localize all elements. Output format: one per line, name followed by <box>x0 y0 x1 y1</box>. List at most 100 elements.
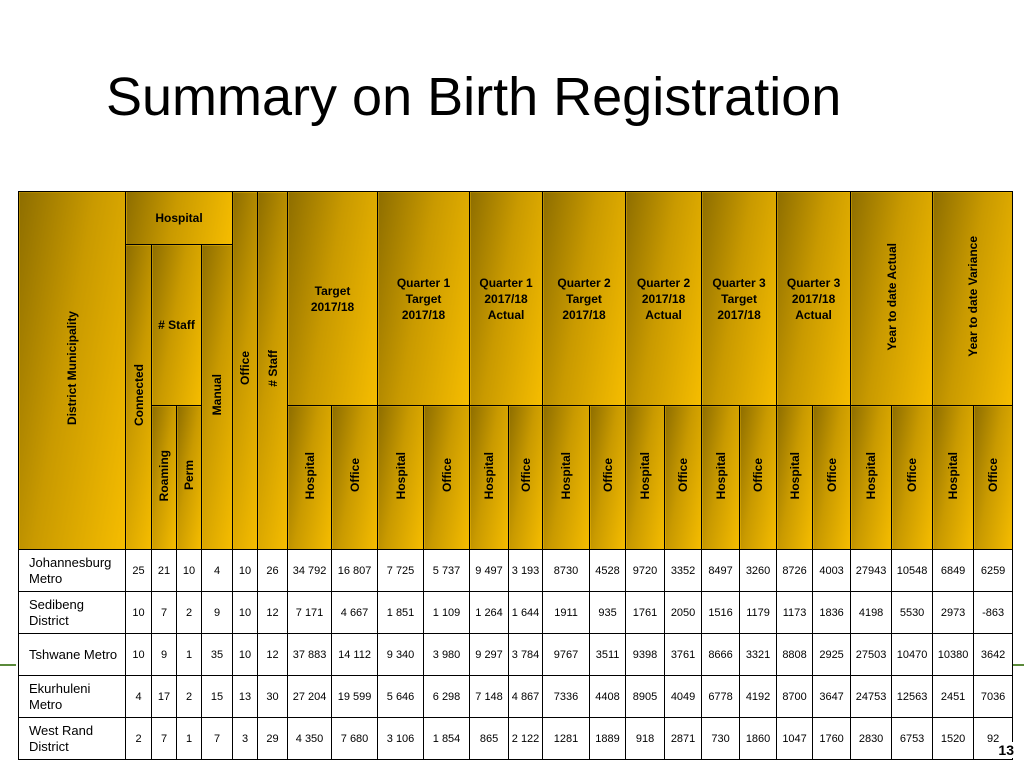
table-cell: 1179 <box>739 591 778 634</box>
table-cell: 7 148 <box>469 675 510 718</box>
header-cell: Hospital <box>776 405 814 550</box>
table-cell: 10470 <box>891 633 934 676</box>
table-cell: 2 <box>176 591 202 634</box>
header-cell: Quarter 2 2017/18 Actual <box>625 191 703 406</box>
table-cell: 9 297 <box>469 633 510 676</box>
table-cell: 9398 <box>625 633 666 676</box>
header-cell: Office <box>232 191 259 550</box>
header-cell: Office <box>973 405 1014 550</box>
table-cell: 9 497 <box>469 549 510 592</box>
table-cell: 5 646 <box>377 675 425 718</box>
table-cell: 34 792 <box>287 549 333 592</box>
table-cell: 3 980 <box>423 633 471 676</box>
header-cell: Hospital <box>377 405 425 550</box>
table-cell: 4 350 <box>287 717 333 760</box>
table-cell: 7 <box>151 717 177 760</box>
table-cell: 12 <box>257 633 289 676</box>
table-cell: 2830 <box>850 717 893 760</box>
table-cell: 8497 <box>701 549 741 592</box>
table-cell: 4 867 <box>508 675 544 718</box>
table-row: Sedibeng District 10 7 2 9 10 12 7 171 4 667 1 85… <box>18 591 1014 634</box>
header-cell: Office <box>331 405 379 550</box>
table-cell: 6753 <box>891 717 934 760</box>
table-cell: 3642 <box>973 633 1014 676</box>
header-cell: Office <box>508 405 544 550</box>
table-cell: 1761 <box>625 591 666 634</box>
table-cell: 4528 <box>589 549 627 592</box>
header-cell: Hospital <box>625 405 666 550</box>
table-cell: 1860 <box>739 717 778 760</box>
table-cell: 4 667 <box>331 591 379 634</box>
table-cell: 92 <box>973 717 1014 760</box>
header-cell: Year to date Actual <box>850 191 934 406</box>
table-cell: 7 680 <box>331 717 379 760</box>
table-cell: 1 264 <box>469 591 510 634</box>
table-cell: 6259 <box>973 549 1014 592</box>
table-cell: 3 784 <box>508 633 544 676</box>
header-text: Hospital <box>946 451 961 500</box>
table-cell: 1 851 <box>377 591 425 634</box>
table-cell: 4003 <box>812 549 852 592</box>
header-cell: District Municipality <box>18 191 126 550</box>
table-cell: 935 <box>589 591 627 634</box>
table-cell: 865 <box>469 717 510 760</box>
page-number: 13 <box>998 742 1014 758</box>
table-cell: 7336 <box>542 675 591 718</box>
table-cell: 4192 <box>739 675 778 718</box>
table-cell: 3 <box>232 717 259 760</box>
header-text: Hospital <box>713 451 728 500</box>
header-text: Office <box>824 458 839 493</box>
row-label: Tshwane Metro <box>18 633 126 676</box>
table-cell: 9 <box>151 633 177 676</box>
table-cell: 3 193 <box>508 549 544 592</box>
table-cell: 1047 <box>776 717 814 760</box>
table-cell: 1 109 <box>423 591 471 634</box>
header-cell: Hospital <box>124 191 234 245</box>
header-cell: Roaming <box>151 405 177 550</box>
table-cell: 15 <box>200 675 234 718</box>
header-cell: Target 2017/18 <box>287 191 379 406</box>
header-text: Office <box>238 351 253 386</box>
header-cell: Quarter 2 Target 2017/18 <box>542 191 627 406</box>
header-cell: Office <box>423 405 471 550</box>
header-text: District Municipality <box>65 311 79 426</box>
summary-table: District Municipality Hospital Office # … <box>18 191 1014 760</box>
header-text: Office <box>439 458 454 493</box>
header-cell: Office <box>739 405 778 550</box>
header-text: Year to date Actual <box>884 242 899 351</box>
header-text: Year to date Variance <box>965 236 980 357</box>
table-cell: 30 <box>257 675 289 718</box>
table-cell: 1173 <box>776 591 814 634</box>
table-cell: 2 <box>125 717 152 760</box>
row-label: Sedibeng District <box>18 591 126 634</box>
table-cell: 2050 <box>664 591 703 634</box>
header-cell: Office <box>589 405 627 550</box>
table-cell: 5530 <box>891 591 934 634</box>
header-text: Manual <box>210 374 225 416</box>
table-cell: 19 599 <box>331 675 379 718</box>
table-cell: 8808 <box>776 633 814 676</box>
decor-line <box>0 664 16 666</box>
table-cell: 3 106 <box>377 717 425 760</box>
table-cell: 10380 <box>932 633 975 676</box>
row-label: Ekurhuleni Metro <box>18 675 126 718</box>
table-cell: 8666 <box>701 633 741 676</box>
table-cell: 8700 <box>776 675 814 718</box>
table-cell: 13 <box>232 675 259 718</box>
table-cell: 2925 <box>812 633 852 676</box>
row-label: West Rand District <box>18 717 126 760</box>
table-cell: 6 298 <box>423 675 471 718</box>
table-cell: 7036 <box>973 675 1014 718</box>
header-text: Office <box>986 458 1001 493</box>
header-cell: Quarter 3 2017/18 Actual <box>776 191 852 406</box>
table-cell: 3761 <box>664 633 703 676</box>
header-cell: Hospital <box>287 405 333 550</box>
table-cell: 9720 <box>625 549 666 592</box>
header-text: Office <box>905 458 920 493</box>
table-cell: 1889 <box>589 717 627 760</box>
header-text: Office <box>676 458 691 493</box>
header-cell: Perm <box>176 405 202 550</box>
table-cell: 4049 <box>664 675 703 718</box>
table-cell: 5 737 <box>423 549 471 592</box>
table-row: Johannesburg Metro 25 21 10 4 10 26 34 792 16 80… <box>18 549 1014 592</box>
